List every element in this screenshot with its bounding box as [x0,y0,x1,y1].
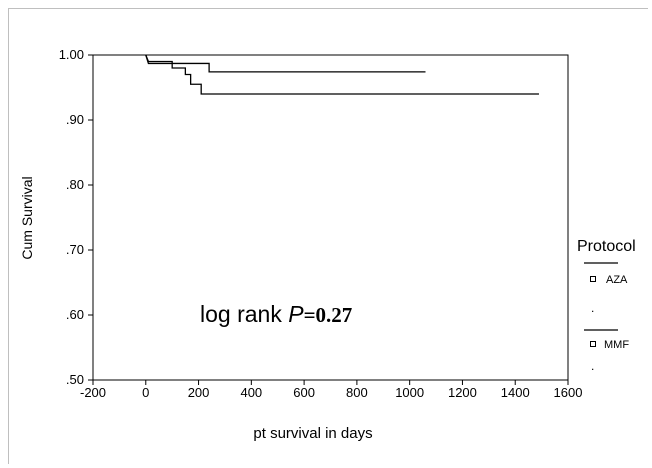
log-rank-prefix: log rank [200,301,288,327]
y-axis: .50 .60 .70 .80 .90 1.00 [59,47,93,387]
log-rank-annotation: log rank P=0.27 [200,301,352,327]
series-line-mmf [145,54,539,95]
y-tick-label: .90 [66,112,84,127]
x-axis-label: pt survival in days [253,425,372,442]
legend: Protocol AZA . MMF . [577,238,636,373]
p-value: =0.27 [304,303,353,327]
y-tick-label: .60 [66,307,84,322]
legend-marker-aza [590,276,596,282]
x-tick-label: 400 [240,385,262,400]
y-tick-label: 1.00 [59,47,84,62]
y-tick-label: .80 [66,177,84,192]
legend-label-mmf: MMF [604,339,629,351]
y-axis-label: Cum Survival [19,176,35,259]
x-tick-label: 1000 [395,385,424,400]
x-tick-label: 200 [188,385,210,400]
p-symbol: P [288,301,304,327]
x-tick-label: 0 [142,385,149,400]
x-tick-label: 800 [346,385,368,400]
x-tick-label: 1200 [448,385,477,400]
x-tick-label: -200 [80,385,106,400]
x-axis: -200 0 200 400 600 800 1000 1200 1400 1600 [80,380,582,400]
legend-separator-1: . [591,301,594,315]
figure-frame [8,8,648,464]
x-tick-label: 600 [293,385,315,400]
series-line-aza [145,54,426,73]
series-layer [145,54,539,95]
y-tick-label: .50 [66,372,84,387]
x-tick-label: 1600 [554,385,583,400]
plot-area [92,54,569,381]
legend-title: Protocol [577,238,636,255]
legend-separator-2: . [591,359,594,373]
legend-marker-mmf [590,341,596,347]
legend-label-aza: AZA [606,274,628,286]
x-tick-label: 1400 [501,385,530,400]
y-tick-label: .70 [66,242,84,257]
